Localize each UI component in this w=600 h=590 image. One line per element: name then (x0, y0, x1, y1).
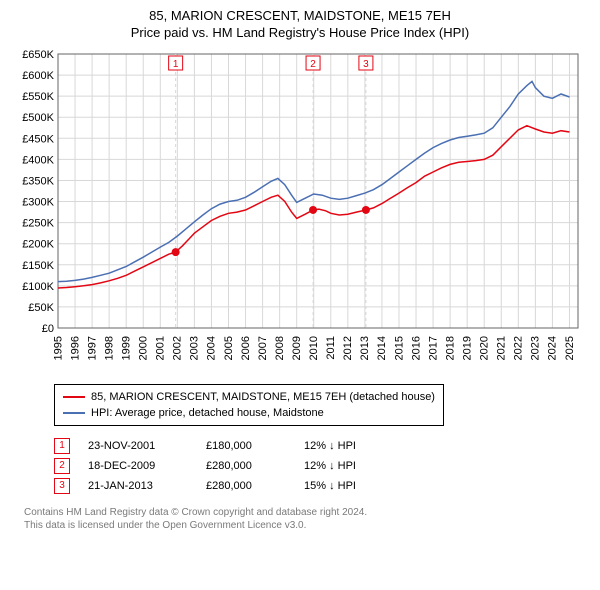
svg-text:2014: 2014 (376, 336, 388, 360)
svg-text:2016: 2016 (410, 336, 422, 360)
event-price: £180,000 (206, 436, 286, 456)
legend-swatch (63, 396, 85, 398)
svg-text:2002: 2002 (172, 336, 184, 360)
svg-text:£550K: £550K (22, 91, 54, 103)
event-date: 18-DEC-2009 (88, 456, 188, 476)
legend: 85, MARION CRESCENT, MAIDSTONE, ME15 7EH… (54, 384, 444, 426)
svg-text:2012: 2012 (342, 336, 354, 360)
legend-row: HPI: Average price, detached house, Maid… (63, 405, 435, 421)
svg-text:£500K: £500K (22, 112, 54, 124)
event-delta: 12% ↓ HPI (304, 456, 384, 476)
svg-text:2001: 2001 (155, 336, 167, 360)
svg-text:£200K: £200K (22, 239, 54, 251)
svg-text:1998: 1998 (103, 336, 115, 360)
svg-text:2023: 2023 (530, 336, 542, 360)
footer: Contains HM Land Registry data © Crown c… (24, 506, 588, 532)
event-number-box: 3 (54, 478, 70, 494)
svg-text:2019: 2019 (461, 336, 473, 360)
svg-text:£650K: £650K (22, 49, 54, 61)
event-number-box: 2 (54, 458, 70, 474)
svg-text:2011: 2011 (325, 336, 337, 360)
svg-text:1999: 1999 (120, 336, 132, 360)
svg-text:2008: 2008 (274, 336, 286, 360)
svg-text:2007: 2007 (257, 336, 269, 360)
svg-text:£350K: £350K (22, 175, 54, 187)
legend-label: HPI: Average price, detached house, Maid… (91, 405, 324, 421)
svg-text:2018: 2018 (444, 336, 456, 360)
event-delta: 15% ↓ HPI (304, 476, 384, 496)
event-row: 2 18-DEC-2009 £280,000 12% ↓ HPI (54, 456, 588, 476)
title-subtitle: Price paid vs. HM Land Registry's House … (12, 25, 588, 40)
svg-text:2022: 2022 (513, 336, 525, 360)
event-number-box: 1 (54, 438, 70, 454)
svg-text:2024: 2024 (547, 336, 559, 360)
svg-text:2020: 2020 (479, 336, 491, 360)
svg-text:2009: 2009 (291, 336, 303, 360)
event-delta: 12% ↓ HPI (304, 436, 384, 456)
event-row: 1 23-NOV-2001 £180,000 12% ↓ HPI (54, 436, 588, 456)
legend-label: 85, MARION CRESCENT, MAIDSTONE, ME15 7EH… (91, 389, 435, 405)
svg-text:1: 1 (173, 59, 179, 70)
svg-text:2025: 2025 (564, 336, 576, 360)
svg-text:3: 3 (363, 59, 369, 70)
title-block: 85, MARION CRESCENT, MAIDSTONE, ME15 7EH… (12, 8, 588, 40)
svg-text:£50K: £50K (28, 302, 54, 314)
svg-text:2000: 2000 (138, 336, 150, 360)
event-row: 3 21-JAN-2013 £280,000 15% ↓ HPI (54, 476, 588, 496)
event-date: 21-JAN-2013 (88, 476, 188, 496)
chart-svg: £0 £50K £100K £150K £200K £250K £300K £350K £400… (12, 48, 588, 378)
svg-text:2003: 2003 (189, 336, 201, 360)
footer-text-2: This data is licensed under the Open Gov… (24, 519, 588, 532)
svg-text:£300K: £300K (22, 197, 54, 209)
svg-text:£0: £0 (42, 323, 54, 335)
svg-text:£250K: £250K (22, 218, 54, 230)
svg-text:2017: 2017 (427, 336, 439, 360)
page: 85, MARION CRESCENT, MAIDSTONE, ME15 7EH… (0, 0, 600, 542)
svg-text:1995: 1995 (52, 336, 64, 360)
footer-text-1: Contains HM Land Registry data © Crown c… (24, 506, 588, 519)
legend-swatch (63, 412, 85, 414)
svg-text:£600K: £600K (22, 70, 54, 82)
svg-text:£400K: £400K (22, 154, 54, 166)
legend-row: 85, MARION CRESCENT, MAIDSTONE, ME15 7EH… (63, 389, 435, 405)
svg-text:2005: 2005 (223, 336, 235, 360)
svg-text:2006: 2006 (240, 336, 252, 360)
svg-text:2: 2 (310, 59, 316, 70)
svg-text:£450K: £450K (22, 133, 54, 145)
svg-text:2004: 2004 (206, 336, 218, 360)
event-date: 23-NOV-2001 (88, 436, 188, 456)
event-price: £280,000 (206, 456, 286, 476)
svg-text:1996: 1996 (69, 336, 81, 360)
svg-text:2010: 2010 (308, 336, 320, 360)
svg-text:£100K: £100K (22, 281, 54, 293)
title-address: 85, MARION CRESCENT, MAIDSTONE, ME15 7EH (12, 8, 588, 23)
svg-text:£150K: £150K (22, 260, 54, 272)
svg-text:2015: 2015 (393, 336, 405, 360)
svg-text:2013: 2013 (359, 336, 371, 360)
chart: £0 £50K £100K £150K £200K £250K £300K £350K £400… (12, 48, 588, 378)
event-price: £280,000 (206, 476, 286, 496)
svg-text:1997: 1997 (86, 336, 98, 360)
events-table: 1 23-NOV-2001 £180,000 12% ↓ HPI 2 18-DEC-200… (54, 436, 588, 496)
svg-text:2021: 2021 (496, 336, 508, 360)
